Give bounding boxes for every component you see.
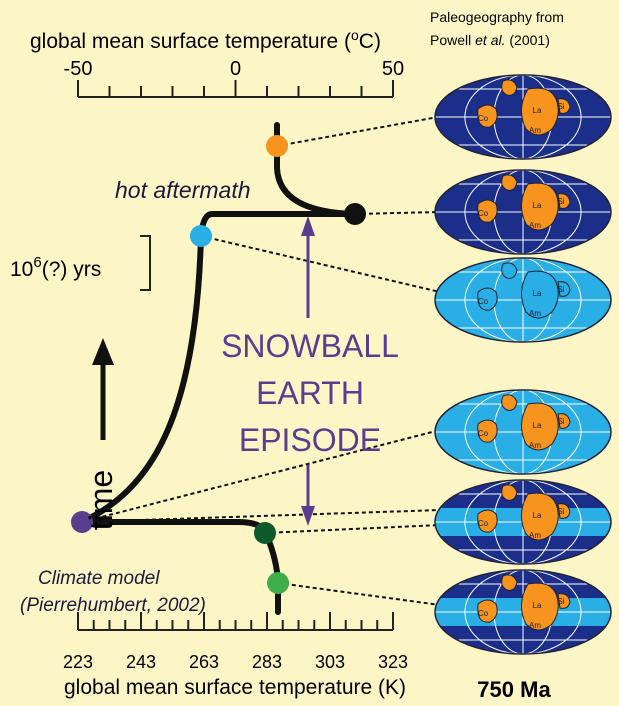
continent-label: La [533, 201, 542, 210]
episode-label: EPISODE [239, 422, 381, 458]
state-point [267, 572, 289, 594]
continent-label: Si [557, 197, 564, 206]
bottom-axis-title: global mean surface temperature (K) [64, 676, 406, 699]
source-line: Powell et al. (2001) [430, 32, 550, 48]
continent-label: Am [529, 126, 541, 135]
continent-label: Si [557, 597, 564, 606]
continent-label: Am [529, 309, 541, 318]
continent-label: Co [478, 429, 489, 438]
tick-label: 223 [63, 652, 93, 672]
continent-label: Si [557, 102, 564, 111]
top-axis-title: global mean surface temperature (oC) [30, 27, 381, 53]
model-label: (Pierrehumbert, 2002) [20, 595, 206, 616]
state-point [190, 225, 212, 247]
continent-label: La [533, 106, 542, 115]
tick-label: 0 [230, 58, 241, 80]
duration-label: 106(?) yrs [10, 254, 101, 281]
tick-label: 303 [315, 652, 345, 672]
continent-label: Si [557, 285, 564, 294]
continent-label: Co [478, 519, 489, 528]
tick-label: 323 [378, 652, 408, 672]
continent-label: Si [557, 417, 564, 426]
tick-label: 243 [126, 652, 156, 672]
model-label: Climate model [38, 568, 160, 589]
continent-label: Am [529, 621, 541, 630]
continent-label: La [533, 289, 542, 298]
state-point [344, 203, 366, 225]
continent-label: Si [557, 507, 564, 516]
age-label: 750 Ma [477, 677, 551, 702]
state-point [266, 135, 288, 157]
source-line: Paleogeography from [430, 9, 564, 25]
tick-label: 283 [252, 652, 282, 672]
diagram: global mean surface temperature (oC) -50… [0, 0, 619, 706]
annotation: hot aftermath [115, 177, 251, 203]
continent-label: La [533, 421, 542, 430]
continent-label: Am [529, 531, 541, 540]
continent-label: Co [478, 209, 489, 218]
continent-label: Am [529, 221, 541, 230]
state-point [254, 522, 276, 544]
continent-label: La [533, 601, 542, 610]
continent-label: Co [478, 114, 489, 123]
continent-label: Co [478, 297, 489, 306]
continent-label: Co [478, 609, 489, 618]
time-label: time [83, 470, 119, 530]
tick-label: -50 [64, 58, 93, 80]
tick-label: 263 [189, 652, 219, 672]
continent-label: La [533, 511, 542, 520]
tick-label: 50 [382, 58, 404, 80]
episode-label: SNOWBALL [221, 328, 399, 364]
episode-label: EARTH [256, 375, 364, 411]
continent-label: Am [529, 441, 541, 450]
